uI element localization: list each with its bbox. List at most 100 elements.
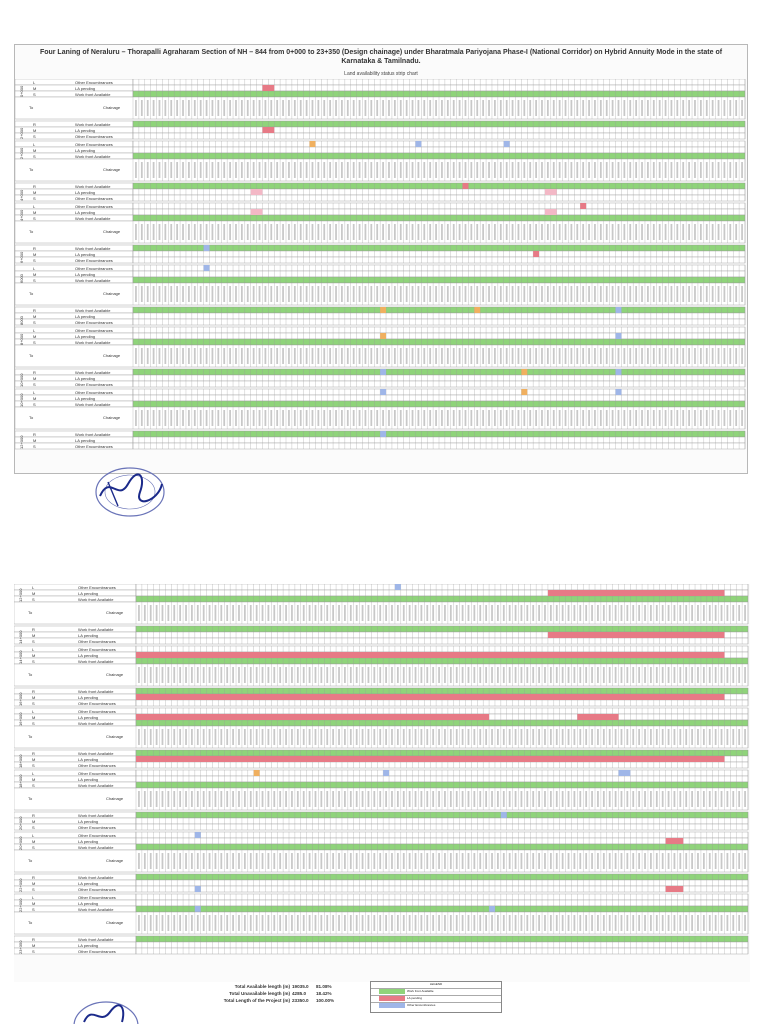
section-chainage-label: 4+000 [19, 189, 24, 201]
chainage-tick-text [143, 791, 146, 807]
chainage-tick-text [561, 791, 564, 807]
chainage-tick-text [605, 162, 608, 178]
status-cell [136, 652, 725, 658]
chainage-tick-text [408, 667, 411, 683]
chainage-tick-text [429, 286, 432, 302]
chainage-tick-text [538, 605, 540, 621]
chainage-tick-text [176, 410, 179, 426]
chainage-tick-text [199, 410, 202, 426]
status-cell [136, 694, 725, 700]
chainage-tick-text [647, 224, 649, 240]
chainage-tick-text [476, 410, 479, 426]
chainage-tick-text [291, 791, 293, 807]
chainage-tick-text [135, 224, 137, 240]
chainage-tick-text [458, 286, 461, 302]
chainage-tick-text [329, 410, 332, 426]
chainage-tick-text [246, 348, 249, 364]
chainage-tick-text [285, 853, 287, 869]
chainage-tick-text [293, 410, 296, 426]
chainage-tick-text [582, 286, 585, 302]
chainage-tick-text [429, 100, 432, 116]
chainage-tick-text [367, 729, 370, 745]
chainage-tick-text [238, 667, 240, 683]
chainage-tick-text [482, 286, 485, 302]
chainage-tick-text [591, 605, 593, 621]
chainage-tick-text [529, 100, 532, 116]
chainage-tick-text [396, 729, 399, 745]
lane-code: S [33, 133, 36, 139]
chainage-tick-text [252, 162, 255, 178]
chainage-tick-text [240, 100, 243, 116]
chainage-tick-text [173, 791, 176, 807]
chainage-tick-text [476, 224, 479, 240]
chainage-tick-text [452, 286, 455, 302]
status-cell [309, 141, 316, 147]
chainage-tick-text [699, 410, 702, 426]
chainage-tick-text [258, 224, 261, 240]
chainage-tick-text [426, 667, 429, 683]
to-label: To [29, 105, 34, 110]
lane-label-la: LA pending [75, 147, 96, 153]
chainage-tick-text [511, 100, 514, 116]
chainage-tick-text [211, 100, 214, 116]
chainage-tick-text [532, 667, 535, 683]
chainage-tick-text [341, 348, 343, 364]
chainage-tick-text [420, 853, 423, 869]
chainage-tick-text [608, 853, 611, 869]
section-chainage-label: 10+000 [19, 393, 24, 407]
chainage-tick-text [267, 853, 270, 869]
chainage-tick-text [699, 162, 702, 178]
chainage-tick-text [370, 348, 373, 364]
chainage-tick-text [723, 224, 726, 240]
chainage-tick-text [576, 348, 579, 364]
chainage-tick-text [438, 667, 440, 683]
chainage-tick-text [349, 791, 352, 807]
chainage-tick-text [658, 224, 661, 240]
chainage-tick-text [264, 100, 267, 116]
status-cell [615, 369, 622, 375]
chainage-tick-text [411, 348, 414, 364]
chainage-tick-text [193, 100, 196, 116]
chainage-tick-text [479, 791, 482, 807]
chainage-tick-text [555, 729, 558, 745]
chainage-tick-text [623, 100, 626, 116]
lane-code: M [33, 437, 37, 443]
chainage-tick-text [393, 348, 396, 364]
chainage-tick-text [679, 853, 682, 869]
chainage-tick-text [605, 100, 608, 116]
chainage-tick-text [494, 410, 496, 426]
chainage-tick-text [732, 667, 735, 683]
chainage-tick-text [288, 348, 290, 364]
lane-label-la: LA pending [75, 189, 96, 195]
chainage-tick-text [655, 667, 658, 683]
chainage-tick-text [708, 605, 711, 621]
chainage-tick-text [188, 100, 190, 116]
chainage-tick-text [399, 286, 402, 302]
lane-code: S [33, 339, 36, 345]
chainage-tick-text [399, 162, 402, 178]
lane-code: S [33, 91, 36, 97]
chainage-tick-text [299, 100, 302, 116]
chainage-tick-text [344, 729, 346, 745]
lane-label-other: Other Encumbrances [75, 203, 113, 209]
chainage-tick-text [258, 410, 261, 426]
chainage-tick-text [223, 162, 226, 178]
chainage-tick-text [361, 853, 364, 869]
chainage-tick-text [467, 729, 470, 745]
chainage-tick-text [644, 791, 646, 807]
status-cell [380, 333, 387, 339]
chainage-tick-text [279, 791, 282, 807]
chainage-tick-text [185, 791, 187, 807]
chainage-tick-text [385, 729, 387, 745]
chainage-tick-text [173, 605, 176, 621]
section-chainage-label: 10+000 [19, 373, 24, 387]
chainage-tick-text [617, 286, 620, 302]
chainage-tick-text [399, 348, 402, 364]
chainage-tick-text [364, 286, 367, 302]
lane-label-la: LA pending [75, 209, 96, 215]
chainage-tick-text [491, 667, 493, 683]
lane-code: R [33, 431, 36, 437]
chainage-tick-text [729, 286, 732, 302]
chainage-tick-text [255, 667, 258, 683]
chainage-tick-text [705, 162, 708, 178]
